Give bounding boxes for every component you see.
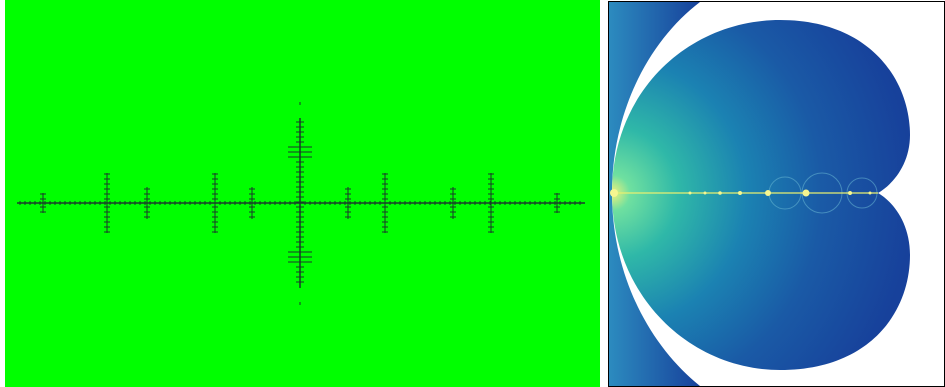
spark <box>688 191 692 195</box>
spark <box>610 189 618 197</box>
spark <box>738 191 742 195</box>
sparks <box>610 189 872 197</box>
cardioid <box>612 20 910 370</box>
spark <box>868 191 872 195</box>
julia-dendrite <box>17 102 585 305</box>
spark <box>765 190 771 196</box>
spark <box>802 189 810 197</box>
outer-band <box>609 2 700 386</box>
spark <box>848 191 852 195</box>
julia-panel <box>5 0 600 387</box>
spark <box>703 191 707 195</box>
spark <box>718 191 722 195</box>
